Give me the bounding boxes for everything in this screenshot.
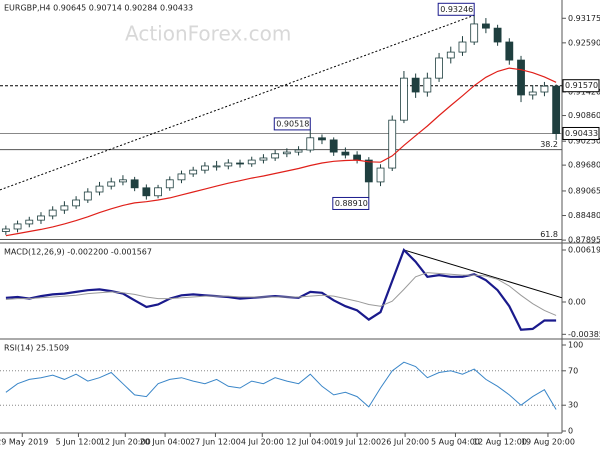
candle-body: [376, 167, 385, 183]
candle-body: [165, 179, 174, 189]
candle-body: [493, 27, 502, 43]
candle-body: [60, 205, 69, 211]
indicator-line: [5, 361, 557, 410]
candle-body: [411, 77, 420, 93]
candle-body: [552, 85, 561, 135]
candle-body: [95, 185, 104, 193]
candle-body: [247, 159, 256, 165]
candle-body: [200, 165, 209, 171]
candle-body: [364, 159, 373, 183]
y-tick-label: 0: [568, 427, 573, 436]
price-annotation: 0.90518: [276, 119, 309, 128]
panel-title: MACD(12,26,9) -0.002200 -0.001567: [4, 248, 152, 257]
candle-body: [212, 165, 221, 168]
x-tick-label: 19 Aug 20:00: [521, 438, 575, 447]
candle-body: [177, 173, 186, 181]
candle-body: [318, 137, 326, 141]
candle-body: [154, 187, 162, 197]
fib-label: 61.8: [540, 230, 558, 239]
x-tick-label: 4 Jul 20:00: [241, 438, 284, 447]
y-tick-label: 0.87895: [568, 236, 600, 245]
indicator-line: [5, 272, 557, 316]
y-tick-label: 0.89065: [568, 186, 600, 195]
candle-body: [446, 51, 455, 59]
candle-body: [470, 23, 479, 43]
y-tick-label: 100: [568, 340, 583, 349]
candle-body: [130, 179, 139, 189]
candle-body: [48, 209, 57, 217]
candle-body: [329, 139, 338, 153]
candle-body: [83, 191, 92, 201]
y-tick-label: 0.93175: [568, 14, 600, 23]
candle-body: [458, 41, 467, 53]
level-label: 0.90433: [565, 129, 598, 138]
x-tick-label: 12 Jun 20:00: [100, 438, 151, 447]
candle-body: [341, 151, 350, 156]
candle-body: [13, 223, 22, 230]
y-tick-label: 0.92590: [568, 38, 600, 47]
price-annotation-box: [332, 196, 370, 210]
x-tick-label: 12 Aug 12:00: [473, 438, 527, 447]
candle-body: [72, 199, 81, 207]
candle-body: [119, 179, 127, 183]
candle-body: [294, 149, 303, 153]
x-tick-label: 20 Jun 04:00: [140, 438, 191, 447]
price-annotation-box: [273, 117, 311, 131]
candle-body: [388, 119, 397, 169]
y-tick-label: -0.003851: [568, 330, 600, 339]
indicator-line: [5, 67, 557, 237]
trend-line: [403, 249, 563, 299]
candle-body: [528, 91, 537, 96]
trend-line: [0, 14, 475, 191]
candle-body: [271, 153, 280, 159]
candle-body: [37, 215, 45, 221]
panel-title: RSI(14) 25.1509: [4, 344, 69, 353]
candle-body: [481, 23, 490, 29]
price-annotation: 0.93246: [440, 5, 473, 14]
price-annotation-box: [437, 2, 475, 16]
candle-body: [282, 151, 291, 155]
level-label-box: [562, 126, 600, 140]
x-tick-label: 27 Jun 12:00: [190, 438, 241, 447]
candle-body: [400, 77, 408, 121]
watermark: ActionForex.com: [125, 22, 291, 46]
y-tick-label: 30: [568, 401, 578, 410]
y-tick-label: 0.006195: [568, 246, 600, 255]
y-tick-label: 0.88480: [568, 211, 600, 220]
y-tick-label: 0.89680: [568, 161, 600, 170]
panel-title: EURGBP,H4 0.90645 0.90714 0.90284 0.9043…: [4, 4, 193, 13]
candle-body: [423, 77, 432, 93]
candle-body: [107, 181, 116, 187]
candle-body: [505, 41, 514, 61]
candle-body: [1, 228, 10, 232]
candle-body: [353, 154, 362, 161]
y-tick-label: 70: [568, 366, 578, 375]
x-tick-label: 19 Jul 12:00: [333, 438, 381, 447]
candle-body: [540, 85, 549, 93]
x-tick-label: 29 May 2019: [0, 438, 48, 447]
candle-body: [306, 137, 315, 151]
fib-label: 38.2: [540, 140, 558, 149]
level-label-box: [562, 79, 600, 93]
candle-body: [189, 169, 198, 175]
y-tick-label: 0.90860: [568, 111, 600, 120]
x-tick-label: 26 Jul 20:00: [381, 438, 429, 447]
candle-body: [435, 57, 443, 79]
x-tick-label: 12 Jul 04:00: [286, 438, 334, 447]
price-annotation: 0.88910: [335, 199, 368, 208]
level-label: 0.91570: [565, 81, 598, 90]
y-tick-label: 0.00: [568, 297, 586, 306]
candle-body: [25, 219, 34, 225]
candle-body: [224, 162, 233, 167]
x-tick-label: 5 Aug 04:00: [431, 438, 480, 447]
candle-body: [259, 157, 268, 161]
x-tick-label: 5 Jun 12:00: [56, 438, 102, 447]
candle-body: [236, 162, 244, 165]
candle-body: [517, 59, 525, 96]
y-tick-label: 0.90250: [568, 137, 600, 146]
candle-body: [142, 187, 151, 197]
